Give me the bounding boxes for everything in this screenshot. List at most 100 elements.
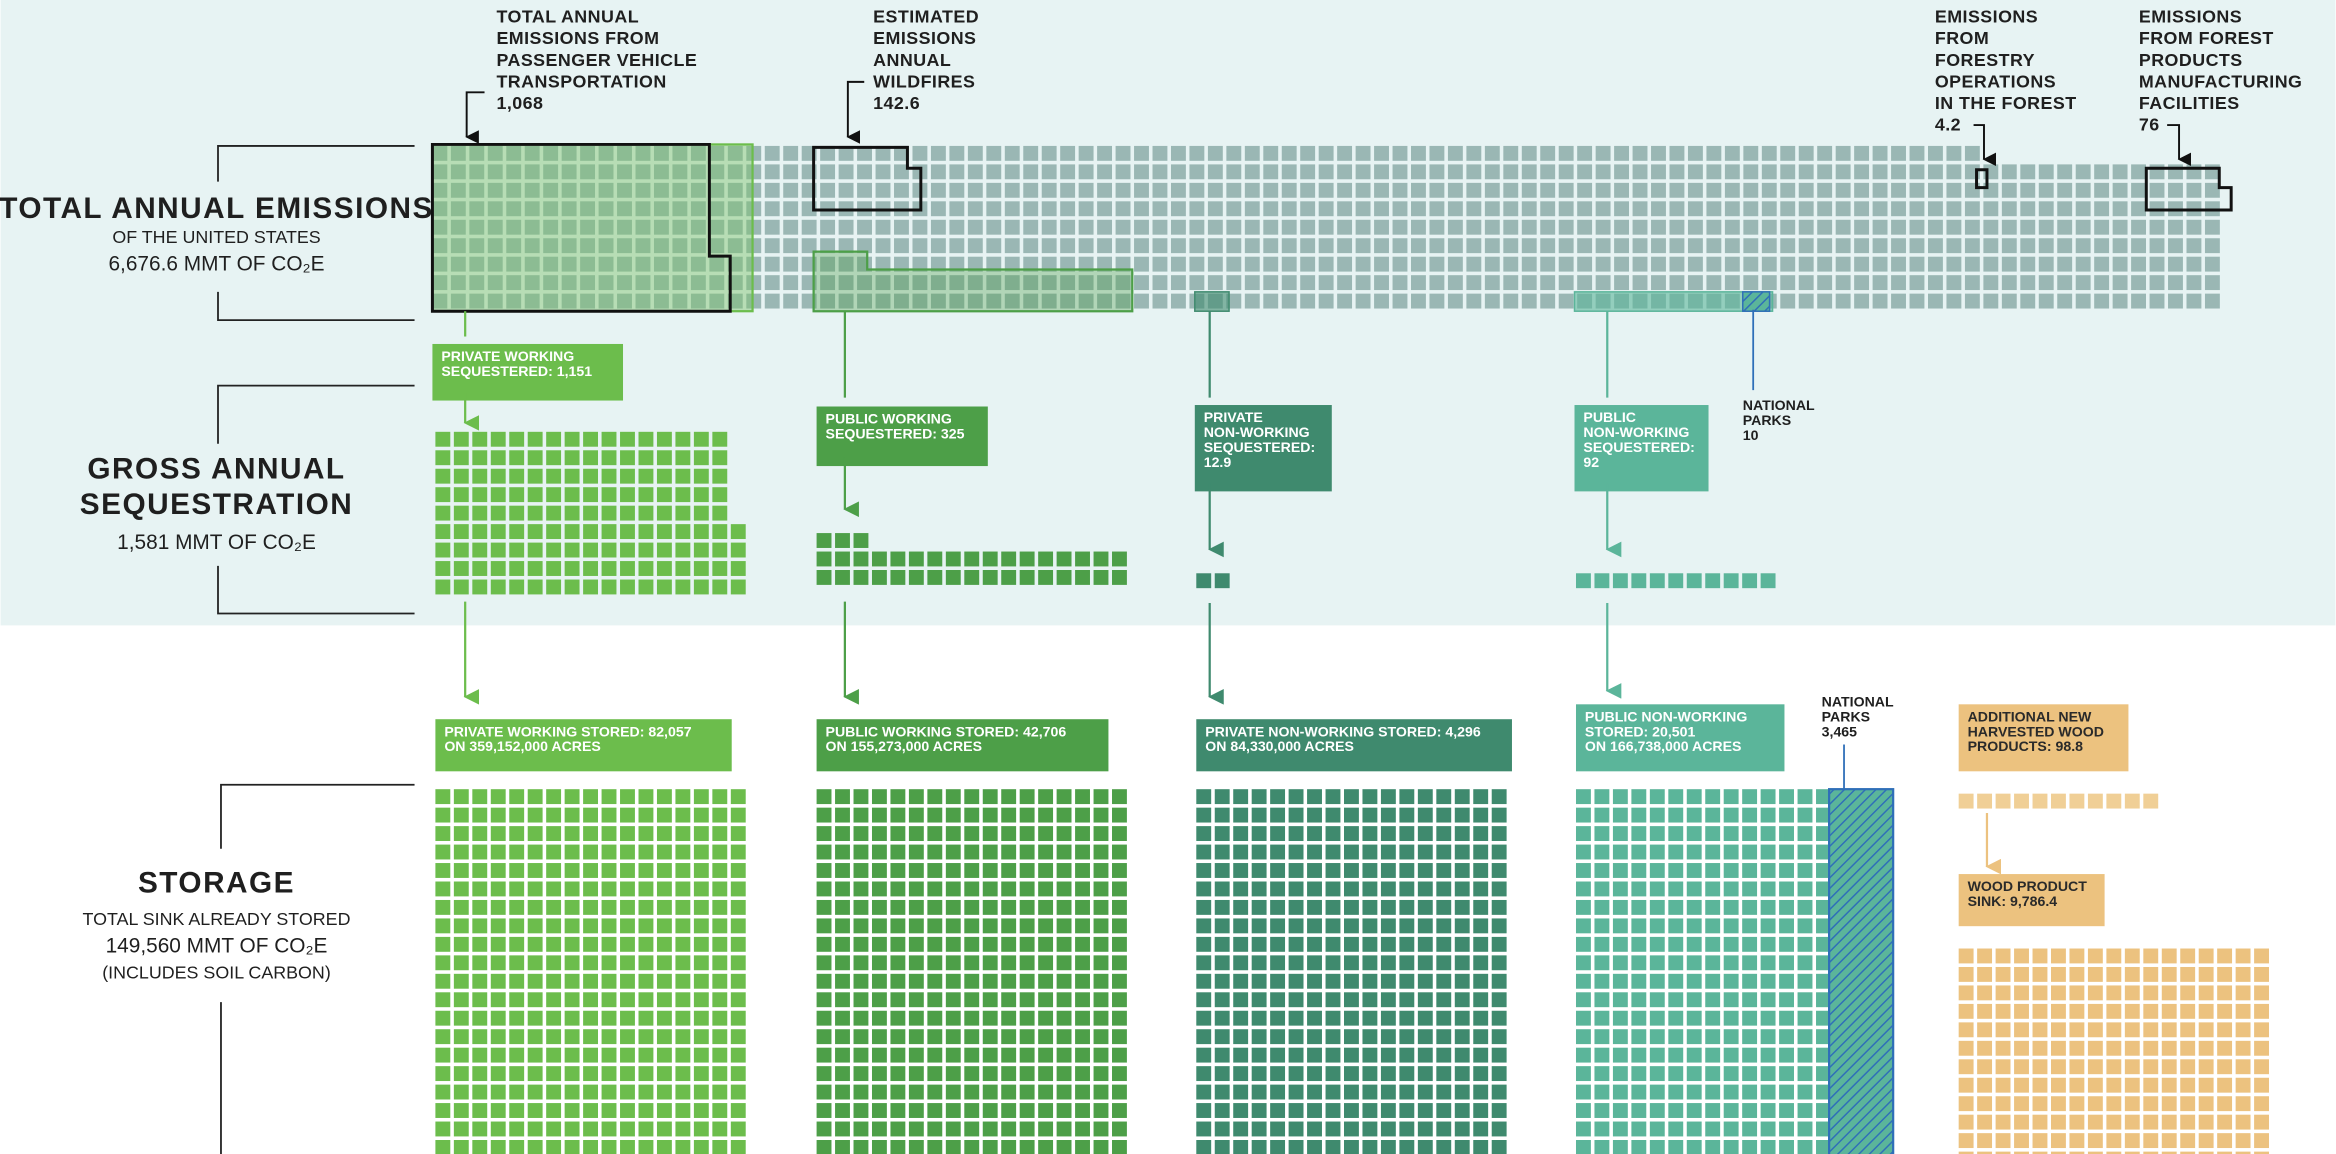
unit-square (835, 1140, 850, 1154)
unit-square (1318, 219, 1334, 235)
unit-square (835, 918, 850, 934)
unit-square (601, 863, 617, 878)
unit-square (472, 1029, 488, 1045)
label-box-text: ON 155,273,000 ACRES (826, 738, 983, 754)
unit-square (949, 238, 965, 254)
unit-square (2087, 1096, 2103, 1112)
unit-square (964, 570, 980, 585)
unit-square (1038, 570, 1054, 585)
unit-square (2143, 1133, 2159, 1149)
unit-square (546, 1029, 562, 1045)
unit-square (2069, 793, 2085, 809)
unit-square (1093, 826, 1109, 842)
unit-square (2143, 1040, 2159, 1056)
unit-square (1575, 807, 1591, 823)
unit-square (816, 844, 832, 860)
unit-square (1038, 936, 1054, 952)
unit-square (1214, 973, 1230, 989)
unit-square (783, 145, 799, 161)
unit-square (1575, 992, 1591, 1008)
unit-square (601, 955, 617, 971)
unit-square (490, 542, 506, 558)
unit-square (1686, 789, 1702, 805)
unit-square (2235, 1151, 2251, 1154)
unit-square (490, 1084, 506, 1100)
unit-square (675, 918, 691, 934)
unit-square (2020, 182, 2036, 198)
unit-square (450, 256, 466, 272)
unit-square (816, 789, 832, 805)
unit-square (2180, 1040, 2196, 1056)
unit-square (1632, 164, 1648, 180)
unit-square (871, 1047, 887, 1063)
label-box-text: PUBLIC WORKING STORED: 42,706 (826, 723, 1067, 739)
unit-square (583, 918, 598, 934)
unit-square (487, 238, 503, 254)
unit-square (1686, 899, 1702, 915)
unit-square (908, 826, 924, 842)
unit-square (620, 1121, 635, 1137)
unit-square (1816, 1121, 1831, 1137)
unit-square (432, 219, 448, 235)
unit-square (1078, 182, 1094, 198)
unit-square (1575, 955, 1591, 971)
unit-square (450, 145, 466, 161)
unit-square (1686, 1084, 1702, 1100)
unit-square (945, 936, 961, 952)
unit-square (1687, 238, 1703, 254)
unit-square (1056, 826, 1072, 842)
unit-square (1575, 863, 1591, 878)
unit-square (583, 1066, 598, 1082)
unit-square (1742, 573, 1758, 589)
unit-square (1325, 1010, 1341, 1026)
unit-square (1687, 145, 1703, 161)
unit-square (1958, 793, 1974, 809)
unit-square (583, 936, 598, 952)
label-box-text: 12.9 (1204, 454, 1232, 470)
unit-square (853, 789, 869, 805)
unit-square (1816, 973, 1831, 989)
unit-square (1473, 992, 1489, 1008)
unit-square (490, 1029, 506, 1045)
unit-square (1760, 1084, 1776, 1100)
unit-square (1612, 807, 1628, 823)
unit-square (871, 1084, 887, 1100)
unit-square (1780, 293, 1796, 309)
unit-square (1263, 201, 1279, 217)
unit-square (453, 1140, 469, 1154)
unit-square (1307, 863, 1322, 878)
unit-square (1207, 238, 1223, 254)
unit-square (1233, 1121, 1249, 1137)
unit-square (964, 1121, 980, 1137)
unit-square (1706, 145, 1722, 161)
unit-square (693, 807, 709, 823)
unit-square (2198, 1151, 2214, 1154)
unit-square (509, 844, 525, 860)
unit-square (1540, 238, 1556, 254)
unit-square (1417, 844, 1433, 860)
unit-square (1594, 863, 1610, 878)
unit-square (1723, 1084, 1739, 1100)
unit-square (1705, 1029, 1721, 1045)
unit-square (1374, 275, 1389, 291)
unit-square (1669, 256, 1685, 272)
unit-square (1019, 844, 1035, 860)
unit-square (2020, 275, 2036, 291)
unit-square (1019, 1047, 1035, 1063)
unit-square (1318, 201, 1334, 217)
unit-square (1594, 807, 1610, 823)
unit-square (1491, 992, 1507, 1008)
unit-square (1019, 918, 1035, 934)
unit-square (453, 1029, 469, 1045)
unit-square (1001, 1010, 1017, 1026)
unit-square (1288, 1010, 1304, 1026)
unit-square (1196, 1121, 1212, 1137)
unit-square (1380, 789, 1396, 805)
unit-square (1399, 1103, 1415, 1118)
unit-square (1742, 1121, 1758, 1137)
unit-square (1521, 275, 1537, 291)
unit-square (712, 505, 728, 521)
unit-square (1004, 256, 1020, 272)
unit-square (1078, 238, 1094, 254)
unit-square (656, 542, 672, 558)
